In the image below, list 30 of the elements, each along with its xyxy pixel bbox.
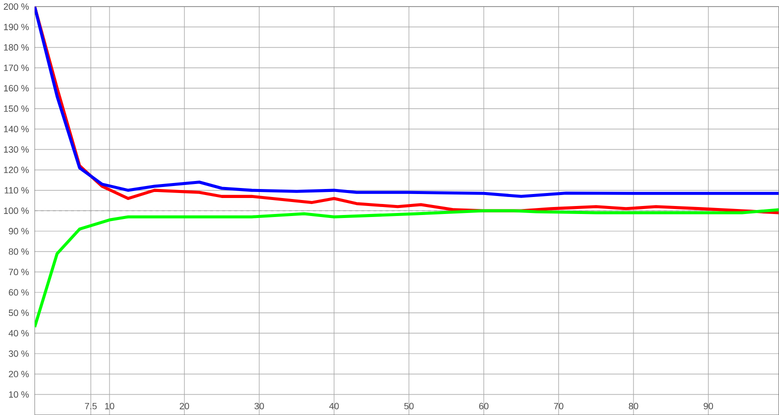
y-tick-label: 110 % [4, 187, 29, 194]
y-tick-label: 150 % [4, 105, 29, 112]
y-tick-label: 100 % [4, 207, 29, 214]
x-tick-label: 20 [180, 402, 190, 410]
y-tick-label: 160 % [4, 84, 29, 92]
x-tick-label: 40 [329, 402, 339, 410]
y-tick-label: 90 % [8, 228, 29, 234]
y-tick-label: 130 % [4, 146, 29, 153]
y-tick-label: 40 % [8, 330, 29, 336]
y-tick-label: 70 % [8, 268, 29, 276]
y-tick-label: 180 % [4, 44, 29, 51]
x-tick-label: 80 [628, 402, 638, 410]
x-tick-label: 30 [254, 402, 264, 410]
y-tick-label: 50 % [8, 310, 29, 316]
x-tick-label: 70 [554, 402, 564, 410]
x-tick-label: 50 [404, 402, 414, 410]
x-tick-label: 10 [105, 402, 114, 410]
x-tick-label: 7.5 [84, 402, 97, 410]
x-tick-label: 90 [704, 402, 714, 410]
y-tick-label: 170 % [4, 64, 29, 71]
y-tick-label: 10 % [9, 391, 29, 398]
y-tick-label: 120 % [4, 166, 29, 174]
y-tick-label: 60 % [8, 289, 29, 296]
y-tick-label: 140 % [4, 126, 29, 132]
y-tick-label: 200 % [4, 3, 29, 10]
x-tick-label: 60 [479, 402, 488, 410]
y-tick-label: 20 % [8, 370, 29, 378]
y-tick-label: 190 % [4, 24, 29, 30]
y-tick-label: 30 % [8, 350, 29, 357]
y-tick-label: 80 % [8, 248, 29, 255]
